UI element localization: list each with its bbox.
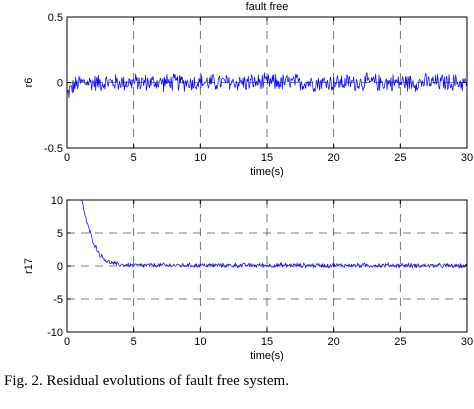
plot2-ylabel: r17 [23,258,35,274]
plot1-xlabel: time(s) [250,166,284,178]
plot2-ytick-label: -5 [53,294,63,306]
plot1-title: fault free [246,1,289,13]
plot2-ytick-label: -10 [47,327,63,339]
plot2-series-line [81,199,468,269]
plot1-xtick-label: 5 [131,152,137,164]
plot2-ytick-label: 0 [57,261,63,273]
plot2-xtick-label: 25 [394,336,406,348]
plot1-xtick-label: 10 [194,152,206,164]
plot1-xtick-label: 15 [261,152,273,164]
plot1-xtick-label: 25 [394,152,406,164]
plot1-ytick-label: 0 [57,78,63,90]
plot1-ytick-label: -0.5 [44,143,63,155]
plot1-ytick-label: 0.5 [48,12,63,24]
plot1-ylabel: r6 [23,78,35,88]
plot2-xlabel: time(s) [250,350,284,362]
plot2-xtick-label: 20 [328,336,340,348]
plot2-ytick-label: 5 [57,228,63,240]
figure-caption: Fig. 2. Residual evolutions of fault fre… [4,373,289,389]
plot1-xtick-label: 0 [64,152,70,164]
plot1-xtick-label: 20 [328,152,340,164]
plot2-xtick-label: 15 [261,336,273,348]
plot1-series-line [66,72,468,99]
plot2-ytick-label: 10 [51,195,63,207]
plot2-xtick-label: 10 [194,336,206,348]
plot2-xtick-label: 30 [461,336,473,348]
plot2-xtick-label: 5 [131,336,137,348]
plot2-xtick-label: 0 [64,336,70,348]
plot1-xtick-label: 30 [461,152,473,164]
